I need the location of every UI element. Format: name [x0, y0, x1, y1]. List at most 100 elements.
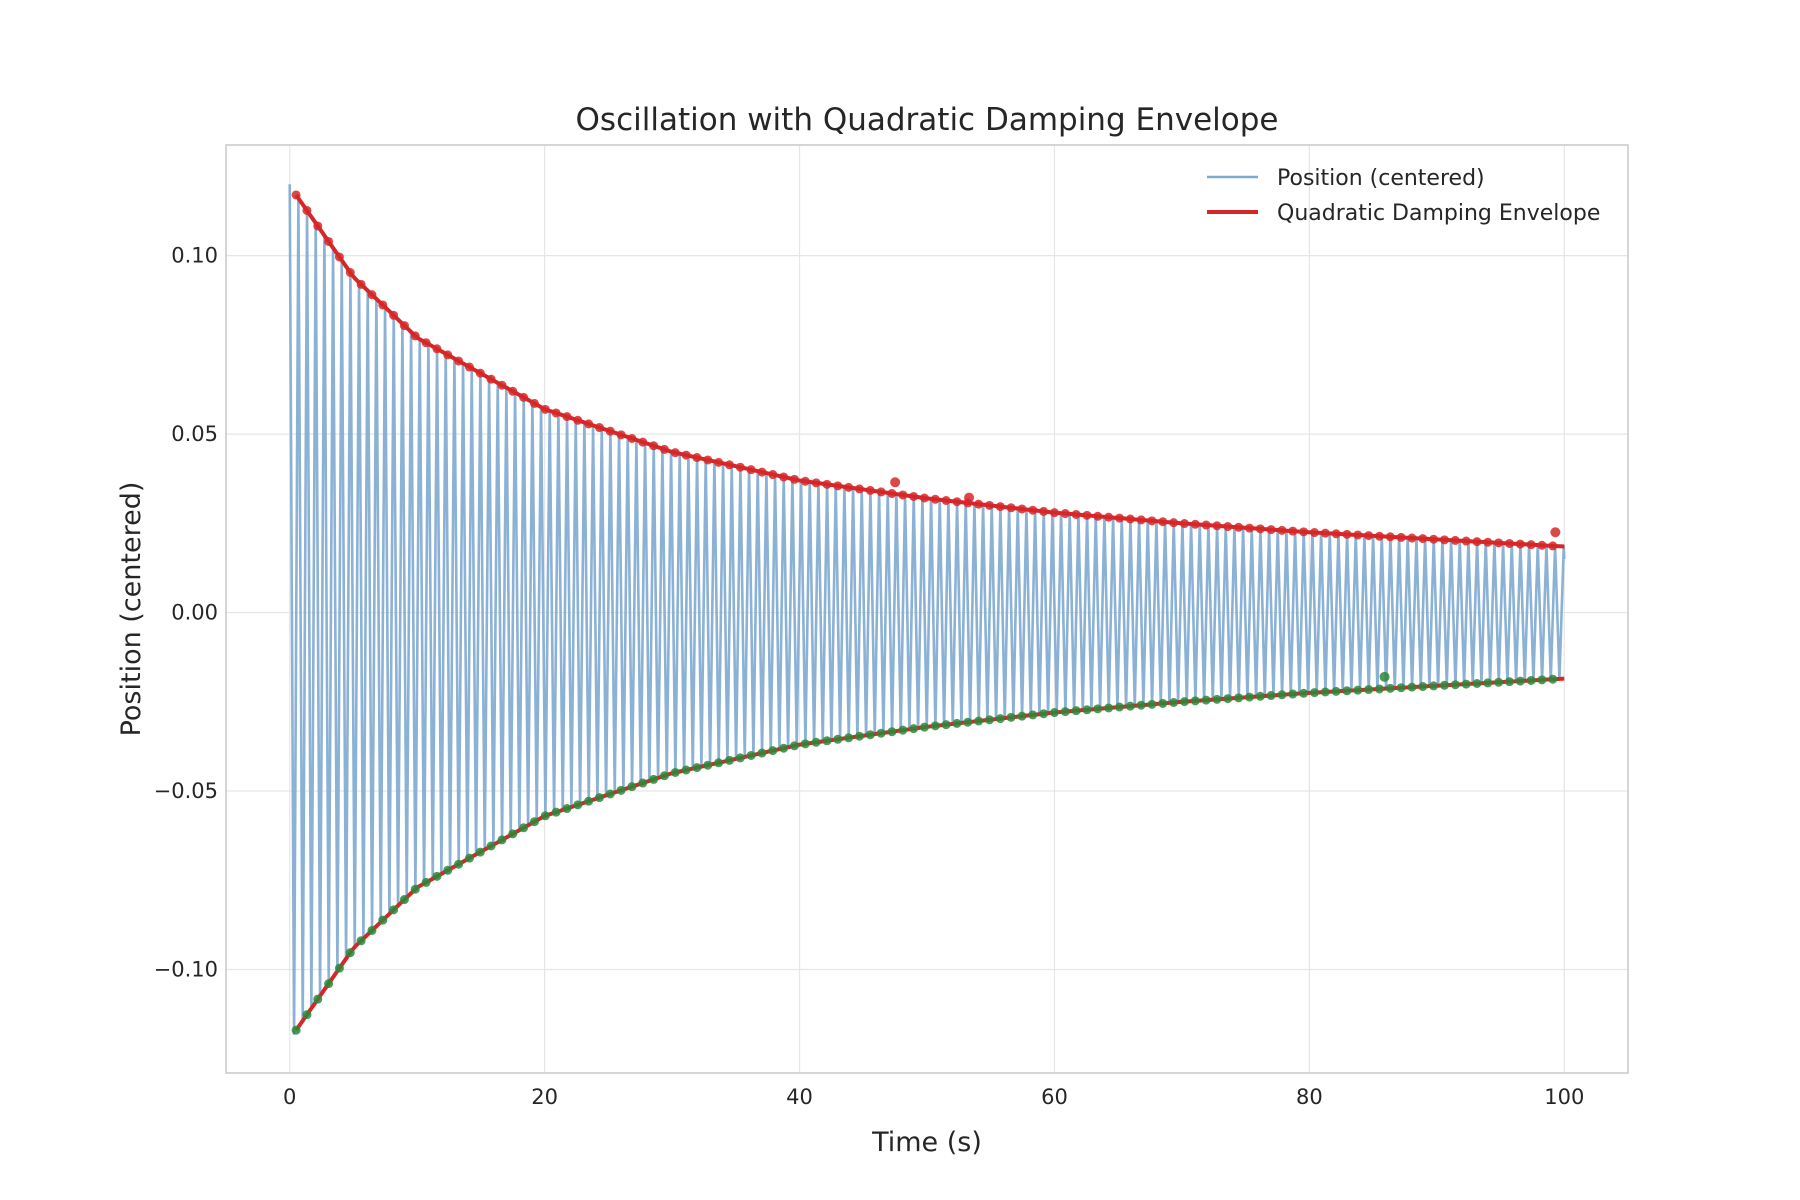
upper-peak-marker: [1158, 517, 1168, 527]
lower-peak-marker: [779, 743, 789, 753]
upper-peak-marker: [1396, 532, 1406, 542]
lower-peak-marker: [963, 717, 973, 727]
lower-peak-marker: [1190, 696, 1200, 706]
lower-peak-marker: [573, 800, 583, 810]
lower-peak-marker: [324, 979, 334, 989]
upper-peak-marker: [1190, 519, 1200, 529]
lower-peak-marker: [638, 778, 648, 788]
lower-peak-marker: [1147, 699, 1157, 709]
upper-peak-marker: [1093, 511, 1103, 521]
upper-peak-marker: [367, 290, 377, 300]
lower-peak-marker: [410, 884, 420, 894]
upper-peak-marker: [1309, 528, 1319, 538]
upper-peak-marker: [930, 494, 940, 504]
lower-peak-marker: [1114, 702, 1124, 712]
position-line: [288, 184, 1566, 1035]
lower-peak-marker: [1255, 691, 1265, 701]
lower-peak-marker: [540, 811, 550, 821]
upper-peak-marker: [1483, 537, 1493, 547]
upper-peak-marker: [573, 415, 583, 425]
upper-peak-marker: [1353, 530, 1363, 540]
lower-peak-marker: [865, 730, 875, 740]
upper-peak-marker: [1331, 529, 1341, 539]
upper-peak-marker: [1374, 531, 1384, 541]
y-tick-label: −0.10: [154, 957, 218, 981]
lower-peak-marker: [833, 734, 843, 744]
upper-peak-marker: [974, 499, 984, 509]
x-axis-label: Time (s): [871, 1127, 982, 1158]
lower-peak-marker: [464, 853, 474, 863]
legend-label-position: Position (centered): [1277, 166, 1485, 191]
x-tick-label: 40: [786, 1085, 813, 1109]
upper-peak-marker: [464, 362, 474, 372]
lower-peak-marker: [313, 994, 323, 1004]
upper-peak-marker: [1548, 541, 1558, 551]
lower-peak-marker: [519, 823, 529, 833]
upper-peak-marker: [876, 487, 886, 497]
upper-peak-marker: [909, 491, 919, 501]
upper-peak-marker: [1385, 532, 1395, 542]
upper-peak-marker: [984, 500, 994, 510]
upper-peak-marker: [1429, 534, 1439, 544]
lower-peak-marker: [334, 963, 344, 973]
upper-peak-marker: [399, 321, 409, 331]
chart-title: Oscillation with Quadratic Damping Envel…: [576, 102, 1279, 138]
lower-peak-marker: [367, 925, 377, 935]
lower-peak-marker: [735, 753, 745, 763]
upper-peak-marker: [594, 423, 604, 433]
lower-peak-marker: [1234, 693, 1244, 703]
upper-peak-marker: [1223, 522, 1233, 532]
lower-peak-marker: [1299, 688, 1309, 698]
lower-peak-marker: [1309, 688, 1319, 698]
upper-peak-marker: [562, 412, 572, 422]
upper-peak-marker: [1071, 509, 1081, 519]
upper-peak-marker: [757, 467, 767, 477]
upper-peak-marker: [1169, 518, 1179, 528]
upper-peak-marker: [291, 190, 301, 200]
lower-peak-marker: [898, 725, 908, 735]
lower-peak-marker: [1331, 686, 1341, 696]
axes-frame: [225, 144, 1629, 1074]
lower-peak-marker: [356, 936, 366, 946]
upper-peak-marker: [1472, 537, 1482, 547]
lower-peak-marker: [1049, 708, 1059, 718]
upper-peak-marker: [324, 236, 334, 246]
upper-peak-marker: [1461, 536, 1471, 546]
lower-peak-marker: [594, 793, 604, 803]
lower-peak-marker: [1407, 682, 1417, 692]
upper-peak-marker: [627, 433, 637, 443]
x-tick-label: 20: [531, 1085, 558, 1109]
lower-peak-marker: [1223, 694, 1233, 704]
lower-peak-marker: [1396, 683, 1406, 693]
upper-peak-marker: [1288, 526, 1298, 536]
upper-peak-marker: [1201, 520, 1211, 530]
legend-label-envelope: Quadratic Damping Envelope: [1277, 201, 1600, 226]
legend: Position (centered) Quadratic Damping En…: [1207, 166, 1600, 226]
upper-peak-marker: [519, 392, 529, 402]
lower-peak-marker: [692, 763, 702, 773]
lower-peak-marker: [854, 731, 864, 741]
upper-peak-marker: [1504, 538, 1514, 548]
y-tick-label: 0.05: [171, 422, 218, 446]
upper-peak-marker: [692, 453, 702, 463]
upper-peak-marker: [1320, 528, 1330, 538]
lower-peak-marker: [1104, 703, 1114, 713]
y-axis-label: Position (centered): [116, 482, 147, 737]
lower-peak-marker: [984, 715, 994, 725]
upper-peak-marker: [1255, 524, 1265, 534]
upper-peak-marker: [638, 437, 648, 447]
lower-peak-marker: [909, 724, 919, 734]
lower-peak-marker: [432, 871, 442, 881]
upper-peak-marker: [768, 470, 778, 480]
upper-peak-marker: [779, 472, 789, 482]
upper-peak-marker: [1439, 535, 1449, 545]
lower-peak-marker: [757, 748, 767, 758]
lower-peak-marker: [1515, 676, 1525, 686]
upper-peak-marker: [432, 344, 442, 354]
y-tick-label: 0.00: [171, 601, 218, 625]
lower-peak-marker: [1342, 686, 1352, 696]
upper-peak-marker: [887, 488, 897, 498]
upper-peak-marker: [1418, 534, 1428, 544]
x-tick-label: 0: [283, 1085, 296, 1109]
lower-peak-marker: [497, 835, 507, 845]
